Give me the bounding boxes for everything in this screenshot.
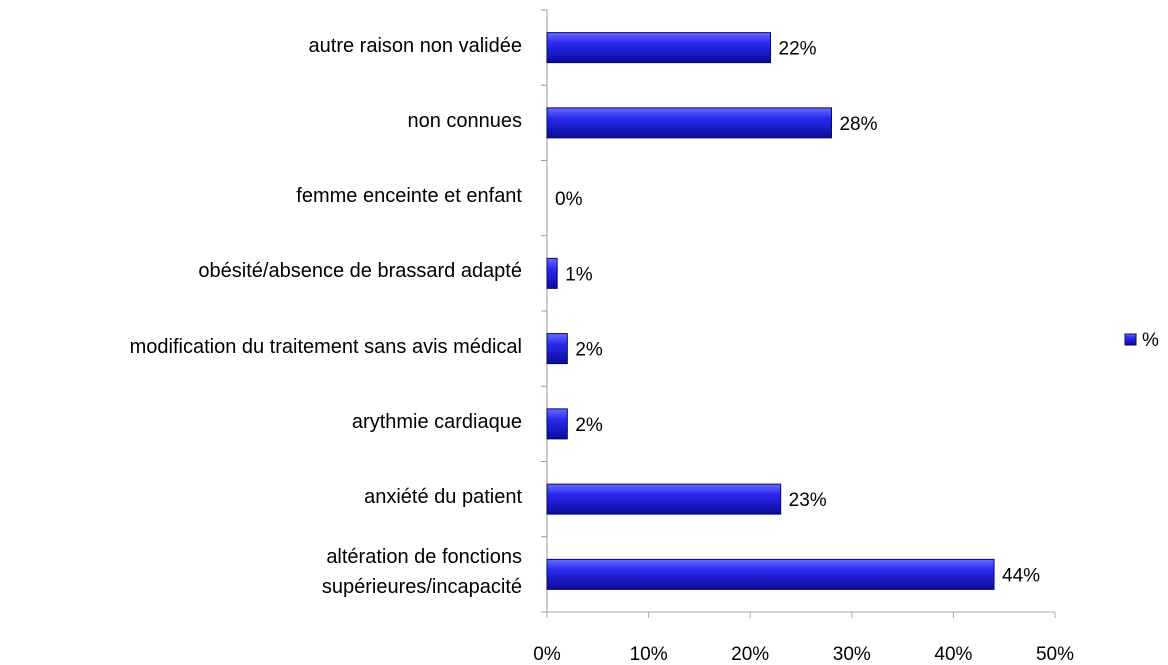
bar — [546, 107, 832, 139]
category-label: altération de fonctions supérieures/inca… — [321, 546, 522, 599]
value-label: 1% — [565, 264, 593, 285]
category-label: anxiété du patient — [364, 486, 522, 509]
bar — [546, 558, 995, 590]
bar — [546, 408, 568, 440]
value-label: 22% — [779, 39, 817, 60]
bar — [546, 483, 782, 515]
bar — [546, 32, 772, 64]
legend-swatch — [1124, 333, 1137, 346]
x-tick-label: 0% — [533, 644, 561, 665]
x-tick-label: 50% — [1036, 644, 1074, 665]
value-label: 2% — [575, 415, 603, 436]
value-label: 44% — [1002, 565, 1040, 586]
category-label: modification du traitement sans avis méd… — [129, 335, 522, 358]
bar — [546, 257, 558, 289]
x-tick-label: 40% — [934, 644, 972, 665]
category-label: autre raison non validée — [308, 34, 522, 57]
bar — [546, 333, 568, 365]
x-tick-label: 30% — [833, 644, 871, 665]
value-label: 23% — [789, 490, 827, 511]
value-label: 28% — [839, 114, 877, 135]
category-label: femme enceinte et enfant — [296, 185, 522, 208]
category-label: arythmie cardiaque — [351, 410, 522, 433]
value-label: 0% — [555, 189, 583, 210]
x-tick-label: 20% — [731, 644, 769, 665]
value-label: 2% — [575, 340, 603, 361]
legend-label: % — [1142, 330, 1159, 351]
x-tick-label: 10% — [630, 644, 668, 665]
category-label: obésité/absence de brassard adapté — [198, 260, 522, 283]
category-label: non connues — [407, 109, 522, 132]
